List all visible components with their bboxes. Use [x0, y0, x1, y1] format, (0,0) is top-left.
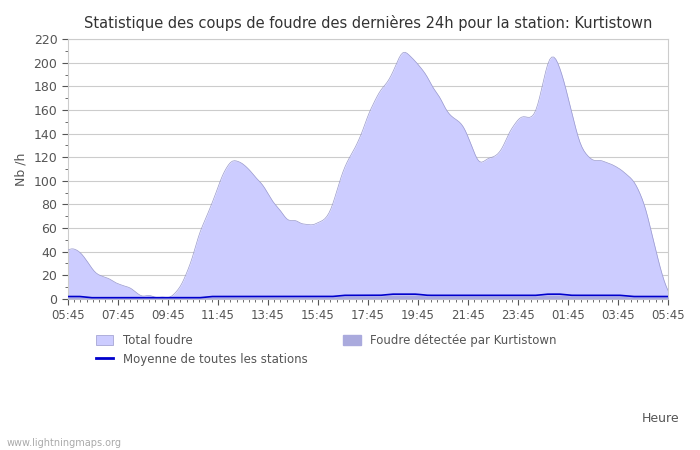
Moyenne de toutes les stations — [573, 292, 582, 298]
Text: www.lightningmaps.org: www.lightningmaps.org — [7, 438, 122, 448]
Moyenne de toutes les stations — [88, 295, 96, 301]
Moyenne de toutes les stations — [664, 294, 673, 299]
Moyenne de toutes les stations — [66, 294, 74, 299]
Moyenne de toutes les stations — [612, 292, 620, 298]
Line: Moyenne de toutes les stations: Moyenne de toutes les stations — [68, 294, 668, 298]
Moyenne de toutes les stations — [64, 294, 72, 299]
Moyenne de toutes les stations — [423, 292, 431, 298]
Moyenne de toutes les stations — [425, 292, 433, 298]
Y-axis label: Nb /h: Nb /h — [15, 152, 28, 186]
Title: Statistique des coups de foudre des dernières 24h pour la station: Kurtistown: Statistique des coups de foudre des dern… — [84, 15, 652, 31]
Moyenne de toutes les stations — [389, 292, 398, 297]
Text: Heure: Heure — [641, 412, 679, 425]
Moyenne de toutes les stations — [435, 292, 444, 298]
Legend: Total foudre, Moyenne de toutes les stations, Foudre détectée par Kurtistown: Total foudre, Moyenne de toutes les stat… — [95, 334, 556, 366]
